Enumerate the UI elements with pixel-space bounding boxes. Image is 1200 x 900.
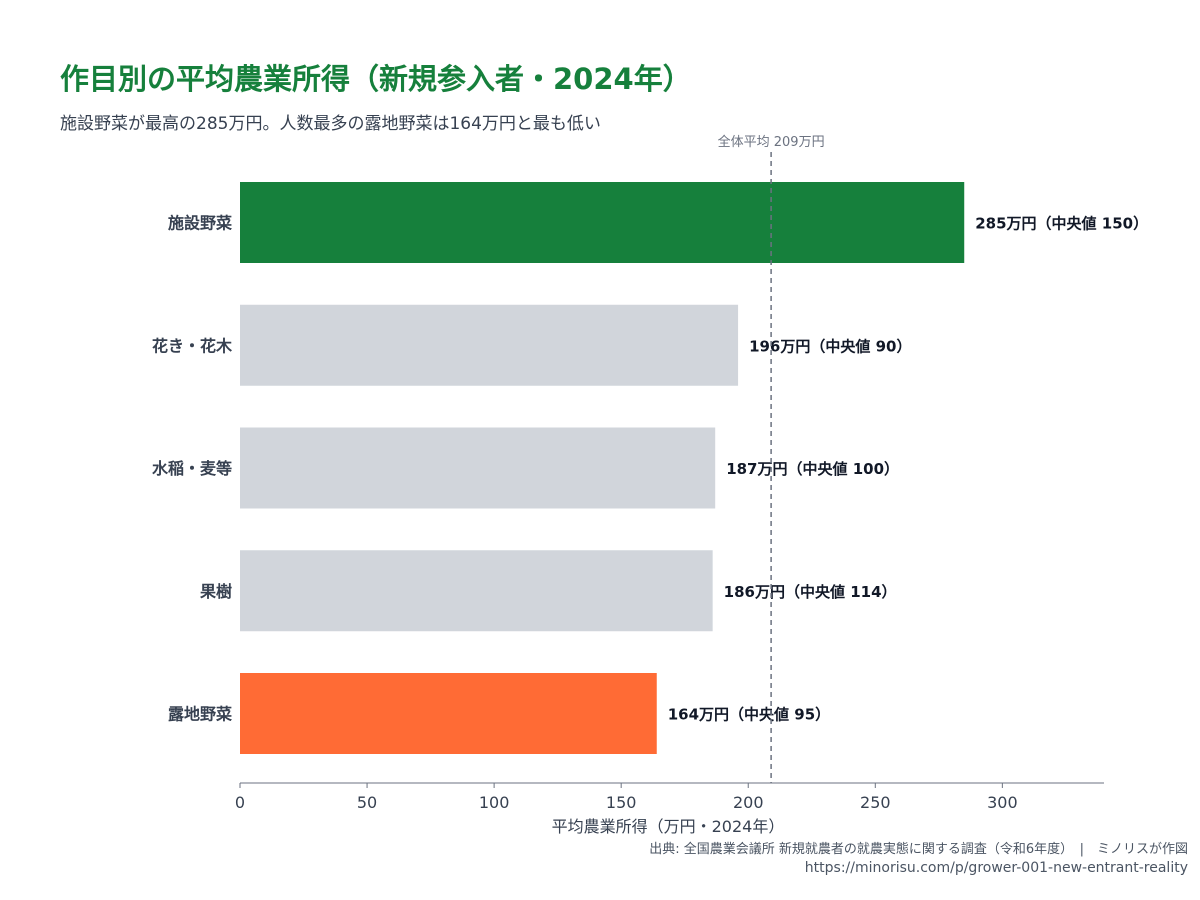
data-label: 187万円（中央値 100）	[726, 460, 899, 478]
x-tick-label: 50	[357, 793, 377, 812]
category-label: 露地野菜	[168, 705, 232, 724]
category-label: 花き・花木	[152, 336, 233, 355]
category-label: 施設野菜	[168, 214, 232, 233]
x-tick-label: 100	[479, 793, 510, 812]
chart-title: 作目別の平均農業所得（新規参入者・2024年）	[60, 62, 692, 96]
data-label: 186万円（中央値 114）	[724, 583, 897, 601]
bar-4	[240, 673, 657, 754]
x-tick-label: 250	[860, 793, 891, 812]
average-reference-label: 全体平均 209万円	[718, 134, 825, 150]
bar-1	[240, 304, 739, 386]
bar-0	[240, 182, 965, 263]
chart-subtitle: 施設野菜が最高の285万円。人数最多の露地野菜は164万円と最も低い	[60, 114, 601, 134]
x-tick-label: 200	[733, 793, 764, 812]
bar-2	[240, 427, 716, 509]
x-axis-title: 平均農業所得（万円・2024年）	[552, 817, 785, 836]
source-url[interactable]: https://minorisu.com/p/grower-001-new-en…	[804, 860, 1188, 876]
category-label: 果樹	[199, 582, 232, 601]
x-tick-label: 300	[987, 793, 1018, 812]
bar-3	[240, 550, 713, 632]
data-label: 285万円（中央値 150）	[975, 215, 1148, 233]
x-tick-label: 0	[235, 793, 245, 812]
data-label: 196万円（中央値 90）	[749, 337, 911, 355]
category-label: 水稲・麦等	[152, 459, 232, 478]
x-tick-label: 150	[606, 793, 637, 812]
source-note: 出典: 全国農業会議所 新規就農者の就農実態に関する調査（令和6年度） | ミノ…	[649, 842, 1188, 857]
data-label: 164万円（中央値 95）	[668, 706, 830, 724]
